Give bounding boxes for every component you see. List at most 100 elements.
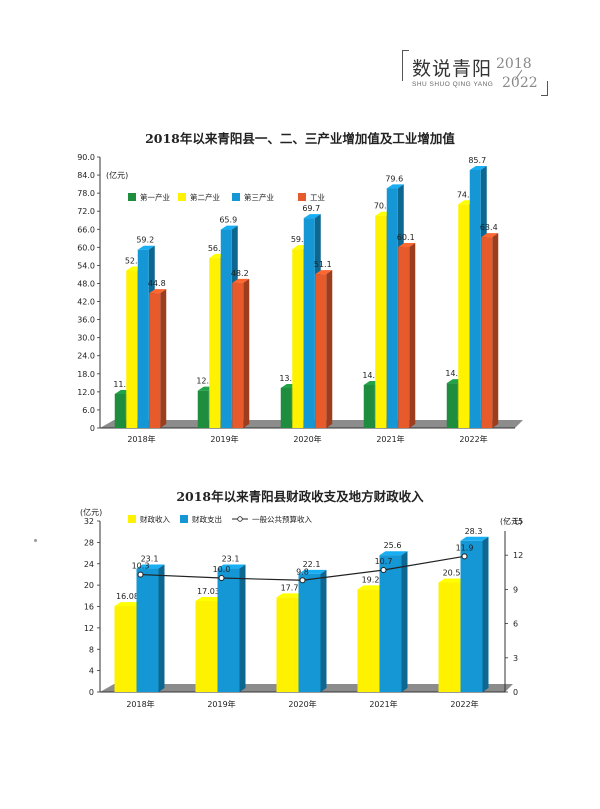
chart1-y-tick-label: 78.0 [77,189,95,198]
chart1-y-tick-label: 6.0 [82,406,95,415]
chart2-legend-swatch [128,515,136,523]
chart2-line-point [218,575,225,581]
chart2-line-point [461,553,468,560]
chart1-data-label: 70.5 [374,202,392,211]
chart2-y-unit-left: (亿元) [80,507,102,517]
chart2-x-tick-label: 2018年 [126,699,154,709]
chart2-data-label: 25.6 [384,541,402,550]
chart2-data-label: 28.3 [465,527,483,536]
chart1-data-label: 14.9 [445,369,463,378]
chart2-y-tick-label-right: 15 [513,517,523,526]
chart2-bar [460,536,489,692]
chart1-y-tick-label: 84.0 [77,171,95,180]
chart2-data-label: 19.2 [362,575,380,584]
chart2-line-point [137,571,144,578]
chart2-x-tick-label: 2022年 [450,699,478,709]
header-title: 数说青阳 [412,58,493,80]
chart1-title: 2018年以来青阳县一、二、三产业增加值及工业增加值 [145,131,455,146]
chart2-y-tick-label-right: 9 [513,585,518,594]
chart2-y-tick-label-left: 8 [89,645,94,654]
chart2-line-label: 10.7 [375,557,393,566]
chart2-data-label: 20.5 [443,568,461,577]
chart1-y-tick-label: 30.0 [77,334,95,343]
chart2-y-tick-label-right: 12 [513,551,523,560]
chart1-bar [315,270,333,428]
chart2-line-label: 9.8 [296,567,309,576]
chart2-y-tick-label-right: 0 [513,688,518,697]
header-bracket-right [541,81,548,96]
page-header: 数说青阳 2018 2022 SHU SHUO QING YANG [402,50,552,100]
chart1-legend-label: 第三产业 [244,192,274,202]
chart1-data-label: 69.7 [302,204,320,213]
chart2-line-label: 10.3 [132,562,150,571]
chart2-y-tick-label-left: 24 [84,560,94,569]
chart1-legend-label: 第一产业 [140,192,170,202]
chart2-y-tick-label-left: 32 [84,517,94,526]
chart2-y-tick-label-left: 20 [84,581,94,590]
chart1-y-tick-label: 66.0 [77,225,95,234]
chart2-y-tick-label-left: 16 [84,603,94,612]
chart1-y-tick-label: 18.0 [77,370,95,379]
chart1-y-tick-label: 0 [90,424,95,433]
chart2-line-label: 10.0 [213,565,231,574]
chart1-x-tick-label: 2022年 [459,434,487,444]
chart1-legend-swatch [178,193,186,201]
chart1-bar [232,278,250,428]
chart1-x-tick-label: 2018年 [127,434,155,444]
chart1-legend-label: 第二产业 [190,192,220,202]
header-bracket-left [402,50,409,81]
chart2-data-label: 16.08 [116,592,139,601]
chart2-legend-label: 财政支出 [192,514,222,524]
chart2-line-point [299,577,306,584]
chart2-data-label: 23.1 [222,555,240,564]
chart2-bar [298,569,327,692]
chart1-data-label: 56.5 [208,244,226,253]
chart1-y-tick-label: 12.0 [77,388,95,397]
chart2-bar [217,564,246,692]
chart2-y-tick-label-right: 6 [513,620,518,629]
chart1-data-label: 63.4 [480,223,498,232]
header-year-end: 2022 [502,75,538,91]
chart2-legend-marker [237,516,243,522]
chart2-legend-label: 一般公共预算收入 [252,514,312,524]
chart1-legend-label: 工业 [310,192,325,202]
chart1-legend-swatch [298,193,306,201]
chart1-y-tick-label: 90.0 [77,153,95,162]
chart2-bar [136,564,165,692]
chart1-data-label: 51.1 [314,260,332,269]
chart2-x-tick-label: 2019年 [207,699,235,709]
chart2-y-tick-label-left: 12 [84,624,94,633]
chart2-y-tick-label-left: 4 [89,667,94,676]
chart2-data-label: 23.1 [141,555,159,564]
chart1-data-label: 12.4 [196,377,214,386]
chart2-line-point [380,567,387,574]
chart1-data-label: 59.2 [136,236,154,245]
chart1-y-unit: (亿元) [106,170,128,180]
chart1-bar [398,243,416,428]
header-subtitle: SHU SHUO QING YANG [412,81,494,88]
chart2-data-label: 17.7 [281,583,299,592]
chart2-legend-label: 财政收入 [140,514,170,524]
chart1-y-tick-label: 36.0 [77,316,95,325]
chart1-bar [149,289,167,428]
chart1-data-label: 14.3 [362,371,380,380]
chart1-data-label: 11.3 [113,380,131,389]
margin-dot [34,539,37,542]
chart2-data-label: 17.03 [197,587,220,596]
chart1-y-tick-label: 60.0 [77,243,95,252]
chart1-y-tick-label: 54.0 [77,261,95,270]
chart1-legend-swatch [232,193,240,201]
chart1-legend-swatch [128,193,136,201]
chart2-y-tick-label-left: 0 [89,688,94,697]
chart2-legend-swatch [180,515,188,523]
chart2-title: 2018年以来青阳县财政收支及地方财政收入 [176,489,424,504]
chart1-data-label: 74.3 [457,190,475,199]
chart1-y-tick-label: 72.0 [77,207,95,216]
chart1-y-tick-label: 48.0 [77,279,95,288]
chart2-bar [379,551,408,692]
chart2-y-unit-right: (亿元) [500,516,522,526]
chart2-x-tick-label: 2021年 [369,699,397,709]
chart1-x-tick-label: 2019年 [210,434,238,444]
chart2-line-label: 11.9 [456,543,474,552]
